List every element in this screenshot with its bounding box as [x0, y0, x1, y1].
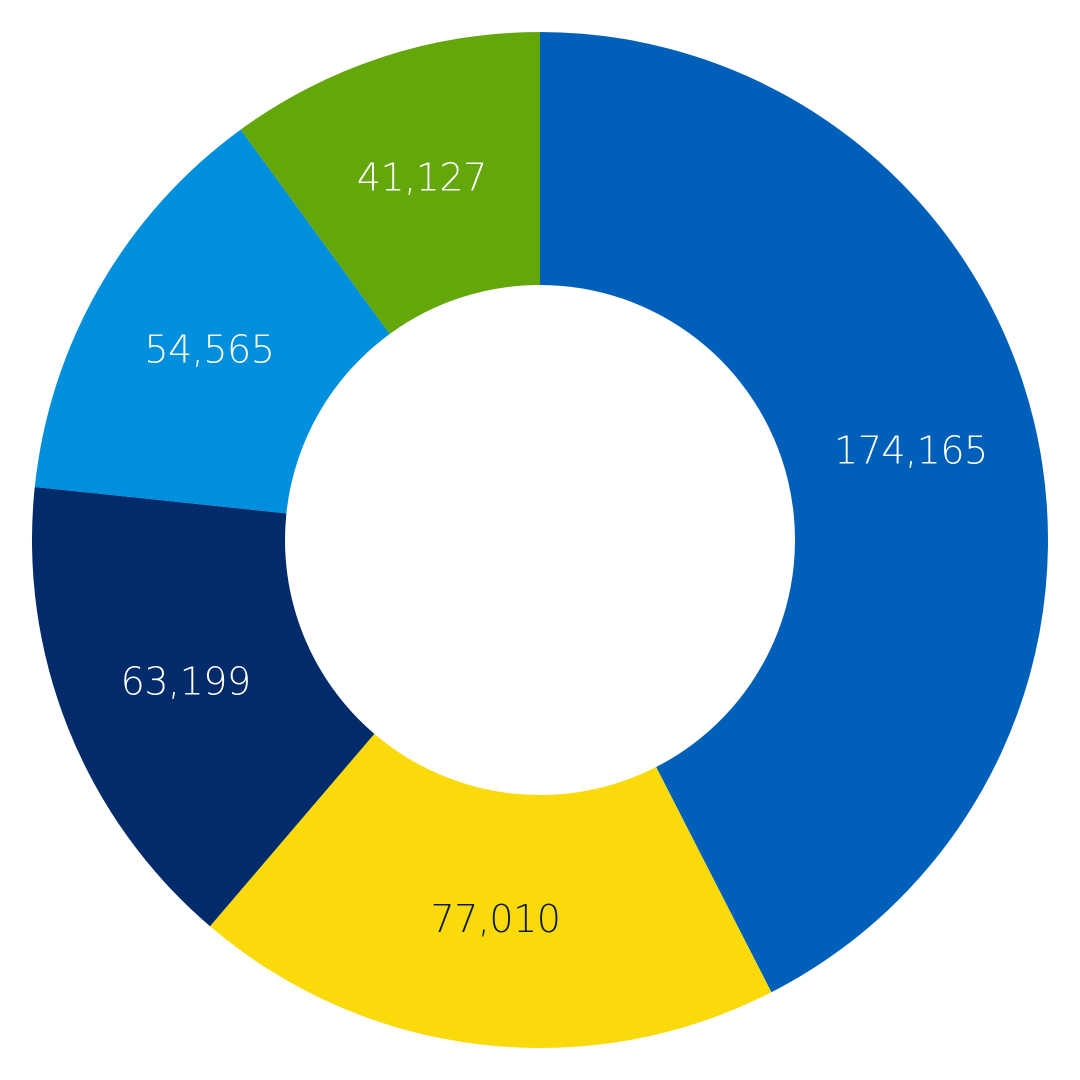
slice-value-label: 54,565: [144, 328, 274, 372]
slice-value-label: 63,199: [121, 659, 251, 703]
slice-value-label: 77,010: [430, 897, 560, 941]
slice-value-label: 174,165: [834, 429, 988, 473]
slice-value-label: 41,127: [357, 155, 487, 199]
donut-slice-1: [540, 32, 1049, 993]
donut-slices: [31, 32, 1049, 1048]
donut-slice-2: [210, 733, 772, 1048]
donut-slice-3: [31, 486, 375, 927]
donut-labels: 174,165 77,010 63,199 54,565 41,127: [121, 155, 989, 941]
donut-slice-5: [240, 32, 541, 334]
donut-slice-4: [34, 129, 390, 514]
